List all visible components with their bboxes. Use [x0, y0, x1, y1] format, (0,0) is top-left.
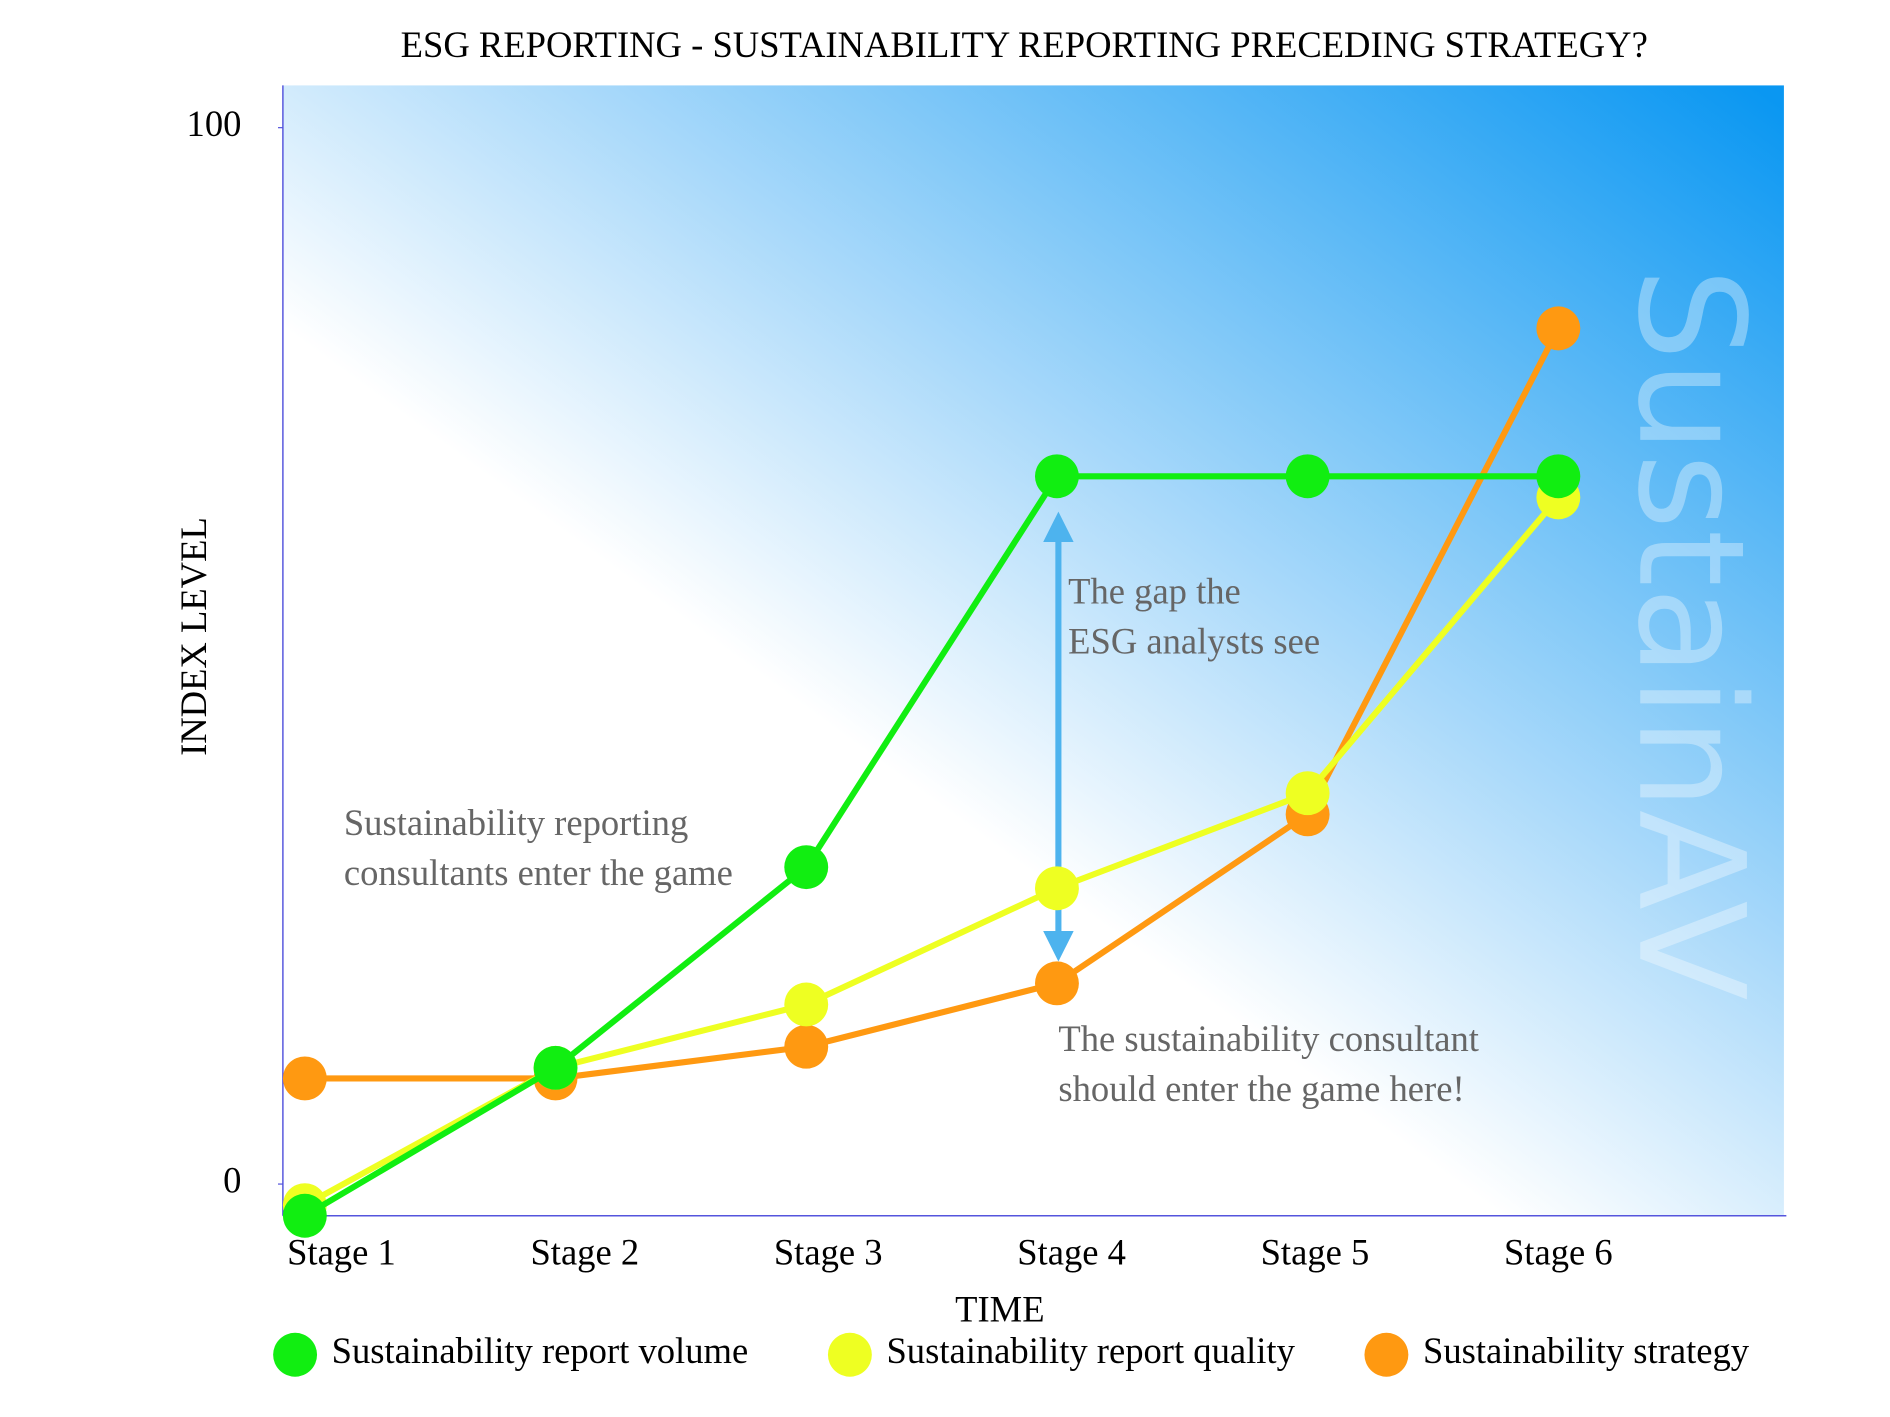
data-point — [784, 982, 829, 1027]
annotation: should enter the game here! — [1058, 1068, 1464, 1109]
legend-label: Sustainability report volume — [332, 1330, 749, 1371]
annotation: The sustainability consultant — [1058, 1018, 1479, 1059]
legend-marker — [1364, 1332, 1409, 1377]
y-axis-title: INDEX LEVEL — [173, 517, 214, 756]
series-line — [304, 326, 1562, 1082]
data-point — [1034, 454, 1079, 499]
x-tick-label: Stage 4 — [1017, 1231, 1126, 1272]
data-point — [1034, 866, 1079, 911]
annotation: Sustainability reporting — [344, 802, 688, 843]
y-tick-label: 100 — [187, 103, 242, 144]
plot-background — [282, 85, 1784, 1216]
legend-marker — [827, 1332, 872, 1377]
series-line — [303, 473, 1559, 1219]
data-point — [533, 1045, 578, 1090]
data-point — [1285, 771, 1330, 816]
data-point — [1034, 961, 1079, 1006]
annotation: consultants enter the game — [344, 852, 733, 893]
x-tick-label: Stage 2 — [530, 1231, 639, 1272]
x-tick-label: Stage 5 — [1261, 1231, 1370, 1272]
chart-title: ESG REPORTING - SUSTAINABILITY REPORTING… — [401, 24, 1648, 65]
x-tick-label: Stage 3 — [774, 1231, 883, 1272]
data-point — [282, 1193, 327, 1238]
data-point — [784, 1024, 829, 1069]
data-point — [1536, 454, 1581, 499]
data-point — [282, 1056, 327, 1101]
legend-marker — [273, 1332, 318, 1377]
x-tick-label: Stage 6 — [1504, 1231, 1613, 1272]
data-point — [1285, 454, 1330, 499]
legend-label: Sustainability report quality — [886, 1330, 1295, 1371]
annotation: The gap the — [1068, 570, 1241, 611]
x-tick-label: Stage 1 — [287, 1231, 396, 1272]
x-axis-title: TIME — [955, 1289, 1044, 1330]
data-point — [1536, 306, 1581, 351]
data-point — [784, 845, 829, 890]
watermark: SustainAV — [1605, 268, 1776, 1001]
legend-label: Sustainability strategy — [1423, 1330, 1750, 1371]
y-tick-label: 0 — [223, 1159, 241, 1200]
annotation: ESG analysts see — [1068, 620, 1320, 661]
